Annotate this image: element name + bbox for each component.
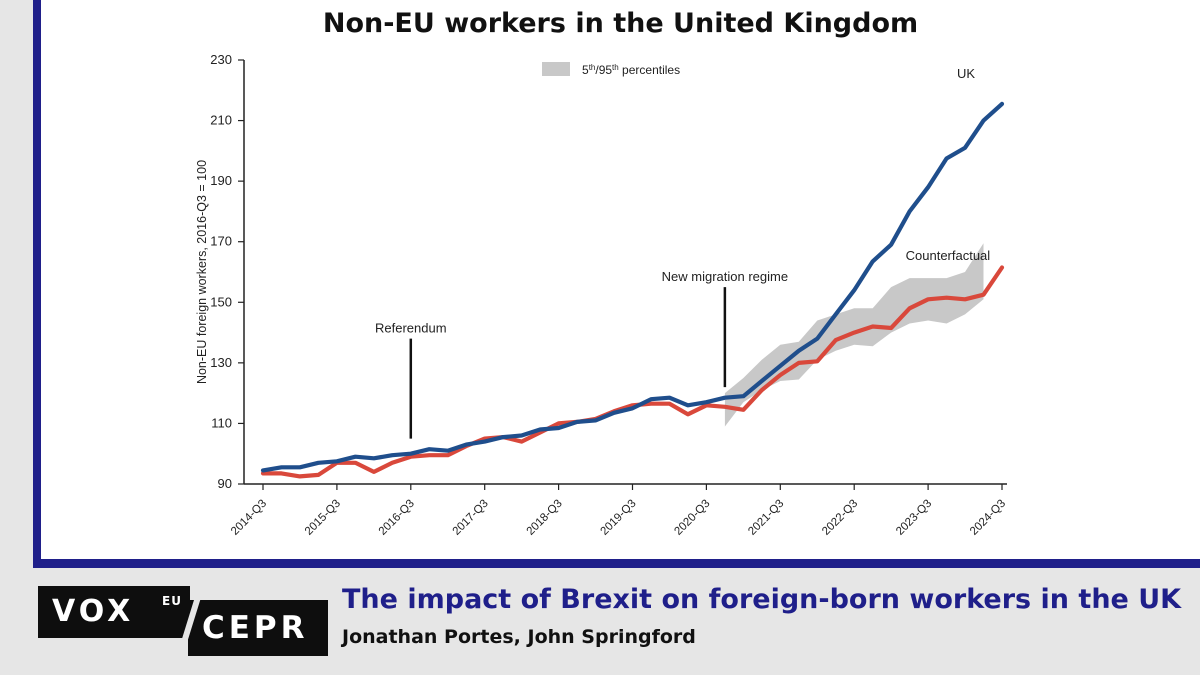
article-title[interactable]: The impact of Brexit on foreign-born wor… bbox=[342, 584, 1182, 615]
legend: 5th/95th percentiles bbox=[542, 62, 680, 77]
series-lines bbox=[260, 101, 1005, 479]
y-tick-label: 210 bbox=[210, 113, 232, 128]
annotations: Referendum New migration regime UK Counterf… bbox=[375, 66, 991, 439]
x-tick-label: 2019-Q3 bbox=[598, 498, 638, 538]
x-tick-label: 2014-Q3 bbox=[229, 498, 269, 538]
x-tick-label: 2024-Q3 bbox=[968, 498, 1008, 538]
voxeu-logo[interactable]: VOX EU bbox=[38, 586, 190, 638]
series-line-counterfactual bbox=[260, 265, 1005, 479]
y-axis-label: Non-EU foreign workers, 2016-Q3 = 100 bbox=[195, 160, 209, 384]
x-tick-label: 2023-Q3 bbox=[894, 498, 934, 538]
y-tick-label: 190 bbox=[210, 173, 232, 188]
referendum-label: Referendum bbox=[375, 321, 447, 336]
logo-vox-text: VOX bbox=[52, 594, 135, 629]
y-tick-label: 170 bbox=[210, 234, 232, 249]
chart-title: Non-EU workers in the United Kingdom bbox=[322, 8, 919, 39]
y-tick-label: 230 bbox=[210, 52, 232, 67]
migration-regime-label: New migration regime bbox=[662, 269, 788, 284]
x-tick-label: 2018-Q3 bbox=[525, 498, 565, 538]
legend-label-superscript: th bbox=[612, 63, 619, 72]
chart-panel bbox=[41, 0, 1200, 559]
x-tick-label: 2015-Q3 bbox=[303, 498, 343, 538]
uk-series-label: UK bbox=[957, 66, 975, 81]
legend-label-part: percentiles bbox=[619, 63, 680, 77]
legend-label: 5th/95th percentiles bbox=[582, 63, 680, 78]
y-tick-label: 130 bbox=[210, 355, 232, 370]
y-tick-label: 90 bbox=[218, 476, 232, 491]
logo-divider bbox=[176, 580, 202, 664]
footer: VOX EU CEPR The impact of Brexit on fore… bbox=[0, 568, 1200, 675]
logo-cepr-text: CEPR bbox=[202, 610, 309, 646]
legend-label-superscript: th bbox=[589, 63, 596, 72]
x-tick-label: 2016-Q3 bbox=[377, 498, 417, 538]
legend-label-part: /95 bbox=[595, 63, 612, 77]
x-tick-label: 2017-Q3 bbox=[451, 498, 491, 538]
series-line-uk bbox=[260, 101, 1005, 473]
line-chart: 90 110 130 150 170 190 210 230 2014-Q3 2015-Q3 201… bbox=[195, 52, 1008, 538]
legend-label-part: 5 bbox=[582, 63, 589, 77]
y-tick-label: 150 bbox=[210, 294, 232, 309]
x-tick-label: 2021-Q3 bbox=[746, 498, 786, 538]
x-tick-label: 2022-Q3 bbox=[820, 498, 860, 538]
x-tick-label: 2020-Q3 bbox=[672, 498, 712, 538]
cepr-logo[interactable]: CEPR bbox=[188, 600, 328, 656]
legend-swatch bbox=[542, 62, 570, 76]
y-tick-label: 110 bbox=[211, 415, 232, 430]
article-authors: Jonathan Portes, John Springford bbox=[342, 626, 696, 648]
counterfactual-series-label: Counterfactual bbox=[906, 248, 991, 263]
